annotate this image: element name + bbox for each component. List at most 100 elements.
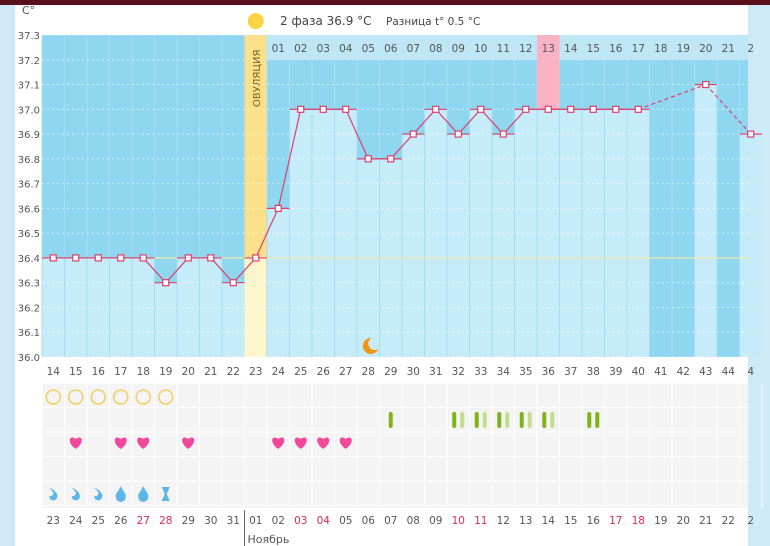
circle-marker-icon bbox=[113, 389, 129, 405]
cycle-day-label: 31 bbox=[429, 366, 442, 378]
cycle-day-label: 44 bbox=[722, 366, 736, 378]
header-area bbox=[42, 5, 748, 35]
date-label: 16 bbox=[587, 515, 601, 527]
moon-icon bbox=[362, 337, 379, 354]
temperature-bar bbox=[334, 109, 357, 357]
cycle-day-label: 37 bbox=[564, 366, 577, 378]
temperature-point[interactable] bbox=[162, 279, 170, 287]
date-label: 06 bbox=[362, 515, 376, 527]
phase2-day-label: 09 bbox=[452, 43, 465, 55]
temperature-point[interactable] bbox=[612, 105, 620, 113]
y-tick-label: 37.2 bbox=[18, 56, 40, 67]
temperature-point[interactable] bbox=[589, 105, 597, 113]
heart-icon bbox=[294, 437, 307, 449]
cycle-day-label: 42 bbox=[677, 366, 690, 378]
cycle-day-label: 21 bbox=[204, 366, 217, 378]
heart-icon bbox=[114, 437, 127, 449]
temperature-line-segment bbox=[390, 133, 414, 160]
heart-icon bbox=[69, 437, 82, 449]
temperature-bar bbox=[469, 109, 492, 357]
y-tick-label: 36.8 bbox=[18, 155, 40, 166]
date-label: 02 bbox=[272, 515, 285, 527]
green-mark-icon bbox=[519, 412, 524, 428]
temperature-point[interactable] bbox=[387, 155, 395, 163]
temperature-point[interactable] bbox=[454, 130, 462, 138]
green-mark-icon bbox=[452, 412, 457, 428]
phase2-day-label: 07 bbox=[407, 43, 420, 55]
cycle-day-label: 25 bbox=[294, 366, 307, 378]
temperature-point[interactable] bbox=[634, 105, 642, 113]
temperature-point[interactable] bbox=[117, 254, 125, 262]
date-label: 25 bbox=[92, 515, 105, 527]
green-mark-icon bbox=[497, 412, 502, 428]
cycle-day-label: 43 bbox=[699, 366, 712, 378]
temperature-line-segment bbox=[480, 108, 504, 135]
temperature-point[interactable] bbox=[364, 155, 372, 163]
partial-drop-icon bbox=[94, 488, 103, 501]
cycle-day-label: 20 bbox=[182, 366, 195, 378]
cycle-day-label: 17 bbox=[114, 366, 127, 378]
date-label: 13 bbox=[519, 515, 532, 527]
cycle-day-label: 40 bbox=[632, 366, 645, 378]
phase2-day-label: 12 bbox=[519, 43, 532, 55]
temperature-bar bbox=[739, 134, 762, 357]
cycle-day-label: 29 bbox=[384, 366, 397, 378]
y-tick-label: 36.6 bbox=[18, 204, 40, 215]
temperature-line-segment bbox=[502, 108, 527, 135]
temperature-point[interactable] bbox=[207, 254, 215, 262]
temperature-point[interactable] bbox=[409, 130, 417, 138]
phase2-day-label: 06 bbox=[384, 43, 398, 55]
green-mark-icon bbox=[550, 412, 555, 428]
temperature-point[interactable] bbox=[432, 105, 440, 113]
temperature-bar bbox=[109, 257, 132, 357]
temperature-line-segment bbox=[638, 83, 706, 110]
temperature-bar bbox=[447, 134, 470, 357]
ovulation-band-lower bbox=[244, 257, 267, 357]
cycle-day-label: 38 bbox=[587, 366, 600, 378]
temperature-point[interactable] bbox=[499, 130, 507, 138]
temperature-bar bbox=[424, 109, 447, 357]
phase2-day-label: 20 bbox=[699, 43, 712, 55]
phase2-day-label: 08 bbox=[429, 43, 442, 55]
temperature-point[interactable] bbox=[522, 105, 530, 113]
temperature-point[interactable] bbox=[229, 279, 237, 287]
cycle-day-label: 30 bbox=[407, 366, 420, 378]
date-label: 07 bbox=[384, 515, 397, 527]
phase2-day-label: 17 bbox=[632, 43, 645, 55]
cycle-day-label: 16 bbox=[92, 366, 106, 378]
temperature-point[interactable] bbox=[72, 254, 80, 262]
temperature-point[interactable] bbox=[567, 105, 575, 113]
phase2-day-label: 11 bbox=[497, 43, 510, 55]
temperature-point[interactable] bbox=[274, 204, 282, 212]
y-tick-label: 37.1 bbox=[18, 81, 40, 92]
window-top-bar bbox=[0, 0, 770, 5]
temperature-point[interactable] bbox=[184, 254, 192, 262]
date-label: 31 bbox=[227, 515, 240, 527]
temperature-point[interactable] bbox=[477, 105, 485, 113]
temperature-point[interactable] bbox=[702, 80, 710, 89]
y-tick-label: 36.4 bbox=[18, 254, 40, 265]
temperature-line-segment bbox=[255, 208, 279, 259]
cycle-day-label: 23 bbox=[249, 366, 262, 378]
phase2-day-label: 15 bbox=[587, 43, 600, 55]
temperature-point[interactable] bbox=[342, 105, 350, 113]
temperature-point[interactable] bbox=[49, 254, 57, 262]
date-label: 28 bbox=[159, 515, 172, 527]
temperature-bar bbox=[199, 257, 222, 357]
temperature-point[interactable] bbox=[319, 105, 327, 113]
temperature-point[interactable] bbox=[94, 254, 102, 262]
temperature-point[interactable] bbox=[252, 254, 260, 262]
cycle-day-label: 33 bbox=[474, 366, 487, 378]
temperature-point[interactable] bbox=[297, 105, 305, 113]
y-tick-label: 37.3 bbox=[18, 31, 40, 42]
temperature-line-segment bbox=[345, 109, 369, 160]
phase2-day-label: 05 bbox=[362, 43, 375, 55]
phase2-day-label: 03 bbox=[317, 43, 330, 55]
cycle-day-label: 27 bbox=[339, 366, 352, 378]
temperature-bar bbox=[289, 109, 312, 357]
cycle-day-label: 14 bbox=[47, 366, 61, 378]
temperature-point[interactable] bbox=[747, 130, 755, 138]
temperature-point[interactable] bbox=[139, 254, 147, 262]
temperature-point[interactable] bbox=[544, 105, 552, 113]
